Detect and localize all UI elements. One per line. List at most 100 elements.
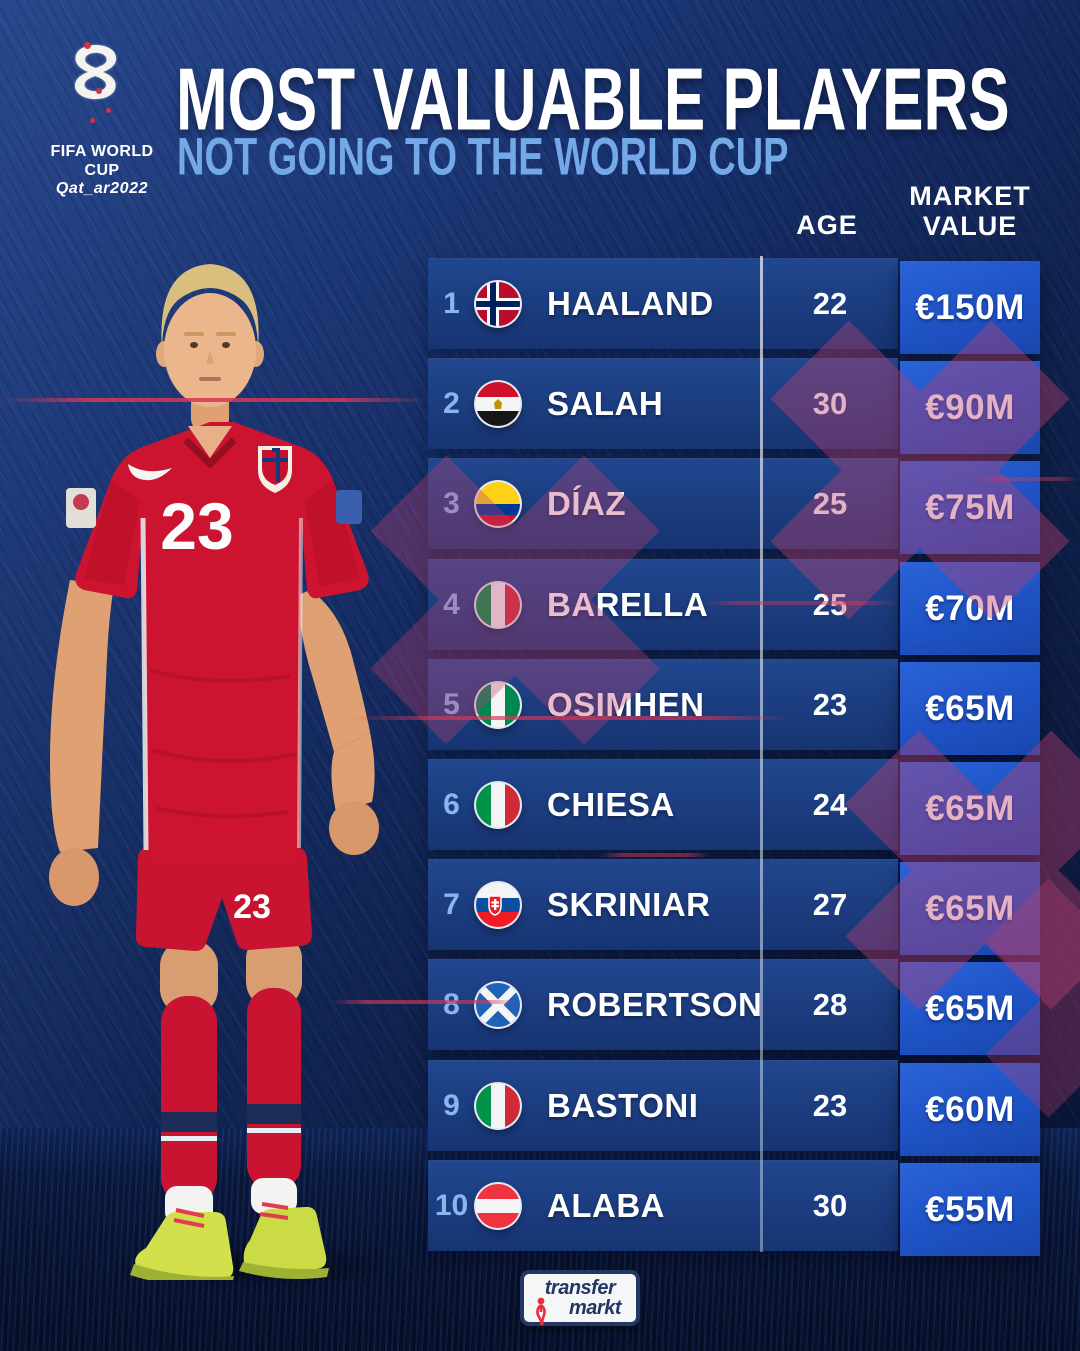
table-row: 7 SKRINIAR 27 €65M bbox=[428, 859, 1040, 955]
qatar-2022-wordmark: Qat_ar2022 bbox=[55, 180, 149, 197]
market-value-label: €65M bbox=[925, 888, 1015, 928]
world-cup-emblem-icon: ∞ bbox=[38, 30, 166, 142]
player-photo-haaland: 23 23 bbox=[49, 264, 379, 1280]
table-row: 8 ROBERTSON 28 €65M bbox=[428, 959, 1040, 1055]
player-age: 22 bbox=[812, 286, 848, 321]
market-value-label: €65M bbox=[925, 988, 1015, 1028]
market-value-cell: €65M bbox=[900, 662, 1040, 755]
flag-icon-italy bbox=[476, 783, 520, 827]
rank-label: 1 bbox=[443, 287, 460, 320]
rank-label: 10 bbox=[434, 1189, 469, 1222]
player-age: 30 bbox=[812, 386, 848, 421]
market-value-cell: €75M bbox=[900, 461, 1040, 554]
player-age: 23 bbox=[812, 687, 848, 722]
player-age: 25 bbox=[812, 486, 848, 521]
player-name: ALABA bbox=[547, 1187, 665, 1224]
player-name: DÍAZ bbox=[547, 485, 626, 522]
row-band: 4 BARELLA 25 bbox=[428, 559, 898, 650]
row-band: 9 BASTONI 23 bbox=[428, 1060, 898, 1151]
flag-icon-scotland bbox=[476, 983, 520, 1027]
market-value-label: €90M bbox=[925, 387, 1015, 427]
flag-icon-nigeria bbox=[476, 683, 520, 727]
rank-label: 8 bbox=[443, 988, 460, 1021]
column-header-age: AGE bbox=[796, 210, 858, 240]
rank-label: 5 bbox=[443, 688, 460, 721]
player-name: ROBERTSON bbox=[547, 986, 763, 1023]
market-value-cell: €60M bbox=[900, 1063, 1040, 1156]
fifa-world-cup-wordmark: FIFA WORLD CUP bbox=[50, 143, 154, 179]
flag-icon-italy bbox=[476, 1084, 520, 1128]
player-name: SKRINIAR bbox=[547, 886, 711, 923]
flag-icon-colombia bbox=[476, 482, 520, 526]
page-subtitle: NOT GOING TO THE WORLD CUP bbox=[177, 129, 789, 187]
market-value-cell: €70M bbox=[900, 562, 1040, 655]
market-value-label: €60M bbox=[925, 1089, 1015, 1129]
row-band: 10 ALABA 30 bbox=[428, 1160, 898, 1251]
market-value-label: €55M bbox=[925, 1189, 1015, 1229]
transfermarkt-wordmark-bottom: markt bbox=[569, 1296, 621, 1319]
page-title: MOST VALUABLE PLAYERS bbox=[176, 51, 1010, 150]
table-column-divider bbox=[760, 256, 763, 1252]
value-label: VALUE bbox=[922, 211, 1018, 241]
market-value-label: €65M bbox=[925, 788, 1015, 828]
market-value-cell: €90M bbox=[900, 361, 1040, 454]
player-age: 24 bbox=[812, 787, 848, 822]
rank-label: 2 bbox=[443, 387, 460, 420]
market-value-cell: €150M bbox=[900, 261, 1040, 354]
jersey-number-chest: 23 bbox=[160, 489, 233, 563]
table-row: 5 OSIMHEN 23 €65M bbox=[428, 659, 1040, 755]
fifa-world-cup-logo: ∞ FIFA WORLD CUP Qat_ar2022 bbox=[38, 30, 166, 198]
flag-icon-austria bbox=[476, 1184, 520, 1228]
column-header-market-value: MARKET VALUE bbox=[898, 181, 1042, 241]
market-value-label: €70M bbox=[925, 588, 1015, 628]
row-band: 7 SKRINIAR 27 bbox=[428, 859, 898, 950]
transfermarkt-wordmark-top: transfer bbox=[544, 1276, 616, 1299]
table-row: 6 CHIESA 24 €65M bbox=[428, 759, 1040, 855]
row-band: 2 SALAH 30 bbox=[428, 358, 898, 449]
table-row: 4 BARELLA 25 €70M bbox=[428, 559, 1040, 655]
table-row: 9 BASTONI 23 €60M bbox=[428, 1060, 1040, 1156]
player-age: 28 bbox=[812, 987, 848, 1022]
market-value-cell: €65M bbox=[900, 762, 1040, 855]
rank-label: 9 bbox=[443, 1089, 460, 1122]
flag-icon-norway bbox=[476, 282, 520, 326]
players-table: 1 HAALAND 22 €150M 2 SALAH 30 €90M 3 bbox=[428, 258, 1040, 1258]
rank-label: 3 bbox=[443, 487, 460, 520]
player-name: BARELLA bbox=[547, 586, 709, 623]
row-band: 8 ROBERTSON 28 bbox=[428, 959, 898, 1050]
table-row: 1 HAALAND 22 €150M bbox=[428, 258, 1040, 354]
player-age: 27 bbox=[812, 887, 848, 922]
jersey-number-shorts: 23 bbox=[233, 888, 271, 926]
player-name: HAALAND bbox=[547, 285, 714, 322]
row-band: 1 HAALAND 22 bbox=[428, 258, 898, 349]
transfermarkt-logo: transfer markt bbox=[520, 1270, 640, 1326]
player-name: OSIMHEN bbox=[547, 686, 705, 723]
flag-icon-italy bbox=[476, 583, 520, 627]
market-label: MARKET bbox=[909, 181, 1031, 211]
player-name: BASTONI bbox=[547, 1087, 699, 1124]
table-row: 3 DÍAZ 25 €75M bbox=[428, 458, 1040, 554]
market-value-cell: €65M bbox=[900, 962, 1040, 1055]
market-value-label: €65M bbox=[925, 688, 1015, 728]
rank-label: 6 bbox=[443, 788, 460, 821]
market-value-label: €150M bbox=[915, 287, 1025, 327]
flag-icon-egypt bbox=[476, 382, 520, 426]
row-band: 5 OSIMHEN 23 bbox=[428, 659, 898, 750]
row-band: 6 CHIESA 24 bbox=[428, 759, 898, 850]
market-value-label: €75M bbox=[925, 487, 1015, 527]
player-name: CHIESA bbox=[547, 786, 675, 823]
flag-icon-slovakia bbox=[476, 883, 520, 927]
row-band: 3 DÍAZ 25 bbox=[428, 458, 898, 549]
player-name: SALAH bbox=[547, 385, 664, 422]
transfermarkt-player-icon bbox=[536, 1297, 546, 1326]
market-value-cell: €65M bbox=[900, 862, 1040, 955]
market-value-cell: €55M bbox=[900, 1163, 1040, 1256]
rank-label: 4 bbox=[443, 588, 460, 621]
player-age: 25 bbox=[812, 587, 848, 622]
player-age: 23 bbox=[812, 1088, 848, 1123]
rank-label: 7 bbox=[443, 888, 460, 921]
table-row: 2 SALAH 30 €90M bbox=[428, 358, 1040, 454]
player-age: 30 bbox=[812, 1188, 848, 1223]
table-row: 10 ALABA 30 €55M bbox=[428, 1160, 1040, 1256]
